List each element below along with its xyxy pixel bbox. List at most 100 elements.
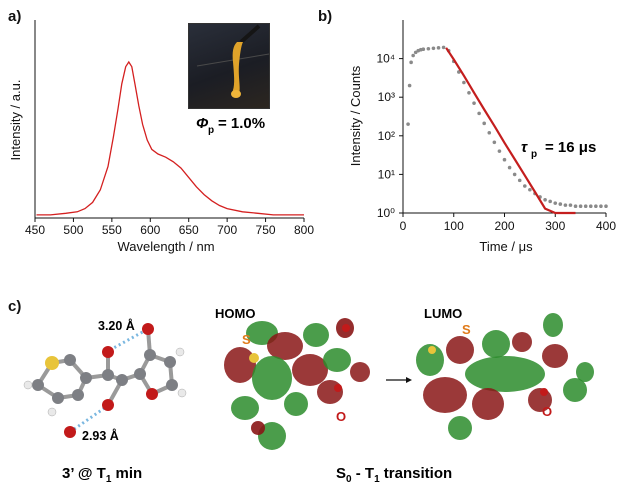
transition-arrow [386, 377, 412, 383]
tau-value: = 16 μs [545, 139, 596, 156]
lumo-label: LUMO [424, 306, 462, 321]
carbon-atom [134, 368, 146, 380]
data-point [548, 200, 552, 204]
hydrogen-atom [48, 408, 56, 416]
data-point [409, 61, 413, 65]
sulfur-atom [45, 356, 59, 370]
data-point [508, 166, 512, 170]
molecule-structure: 3.20 Å 2.93 Å [24, 318, 186, 443]
data-point [472, 101, 476, 105]
panel-a-xlabel: Wavelength / nm [117, 239, 214, 254]
panel-a-plot: 450 500 550 600 650 700 750 800 Wavelength / nm… [8, 20, 314, 254]
data-point [594, 204, 598, 208]
data-point [523, 184, 527, 188]
data-point [493, 140, 497, 144]
lifetime-annotation: τ p = 16 μs [521, 139, 596, 160]
data-point [437, 46, 441, 50]
x-tick-label: 700 [217, 223, 237, 237]
hydrogen-atom [24, 381, 32, 389]
phi-value: = 1.0% [218, 115, 265, 132]
data-point [518, 179, 522, 183]
hydrogen-atom [178, 389, 186, 397]
y-tick-label: 10¹ [378, 167, 395, 181]
homo-orbital: HOMO S O [215, 306, 370, 450]
oxygen-atom [102, 399, 114, 411]
homo-sulfur-label: S [242, 332, 251, 347]
carbon-atom [52, 392, 64, 404]
data-point [442, 46, 446, 50]
molecule-title-prefix: 3’ @ T [62, 465, 106, 482]
decay-fit-line [446, 48, 575, 213]
data-point [462, 81, 466, 85]
data-point [411, 54, 415, 58]
y-tick-label: 10³ [378, 90, 395, 104]
lumo-orbital: LUMO S O [416, 306, 594, 440]
data-point [467, 91, 471, 95]
x-tick-label: 300 [545, 219, 565, 233]
data-point [487, 131, 491, 135]
data-point [579, 204, 583, 208]
panel-b-x-ticks: 0 100 200 300 400 [400, 213, 617, 233]
data-point [559, 202, 563, 206]
data-point [604, 204, 608, 208]
x-tick-label: 550 [102, 223, 122, 237]
carbon-atom [164, 356, 176, 368]
x-tick-label: 500 [63, 223, 83, 237]
data-point [589, 204, 593, 208]
transition-title-s: S [336, 465, 346, 482]
data-point [406, 122, 410, 126]
transition-title: S0 - T1 transition [336, 465, 452, 484]
tau-symbol: τ [521, 139, 528, 156]
data-point [503, 158, 507, 162]
carbon-atom [102, 369, 114, 381]
oxygen-atom [142, 323, 154, 335]
homo-oxygen-label: O [336, 409, 346, 424]
data-point [427, 47, 431, 51]
carbon-atom [144, 349, 156, 361]
homo-label: HOMO [215, 306, 255, 321]
carbon-atom [72, 389, 84, 401]
carbon-atom [166, 379, 178, 391]
data-point [422, 47, 426, 51]
x-tick-label: 400 [596, 219, 616, 233]
data-point [477, 112, 481, 116]
data-point [432, 46, 436, 50]
hydrogen-atom [176, 348, 184, 356]
panel-b-y-ticks: 10⁰ 10¹ 10² 10³ 10⁴ [376, 52, 403, 220]
data-point [513, 173, 517, 177]
x-tick-label: 100 [444, 219, 464, 233]
x-tick-label: 200 [494, 219, 514, 233]
quantum-yield-annotation: Φ p = 1.0% [196, 115, 265, 136]
transition-title-suffix: transition [380, 465, 453, 482]
data-point [543, 198, 547, 202]
data-point [482, 122, 486, 126]
data-point [408, 84, 412, 88]
carbon-atom [116, 374, 128, 386]
x-tick-label: 0 [400, 219, 407, 233]
y-tick-label: 10⁰ [377, 206, 395, 220]
carbon-atom [32, 379, 44, 391]
data-point [574, 204, 578, 208]
x-tick-label: 450 [25, 223, 45, 237]
x-tick-label: 800 [294, 223, 314, 237]
distance-label-bottom: 2.93 Å [82, 428, 119, 443]
lumo-sulfur-label: S [462, 322, 471, 337]
y-tick-label: 10⁴ [376, 52, 395, 66]
panel-a-ylabel: Intensity / a.u. [8, 80, 23, 161]
phi-subscript: p [208, 125, 214, 136]
data-point [569, 203, 573, 207]
data-point [564, 203, 568, 207]
molecule-title-suffix: min [111, 465, 142, 482]
y-tick-label: 10² [378, 129, 395, 143]
data-point [553, 201, 557, 205]
tau-subscript: p [531, 149, 537, 160]
panel-b-ylabel: Intensity / Counts [348, 65, 363, 166]
x-tick-label: 600 [140, 223, 160, 237]
carbon-atom [80, 372, 92, 384]
lumo-oxygen-label: O [542, 404, 552, 419]
data-point [528, 188, 532, 192]
panel-a-x-ticks: 450 500 550 600 650 700 750 800 [25, 218, 314, 237]
data-point [498, 149, 502, 153]
